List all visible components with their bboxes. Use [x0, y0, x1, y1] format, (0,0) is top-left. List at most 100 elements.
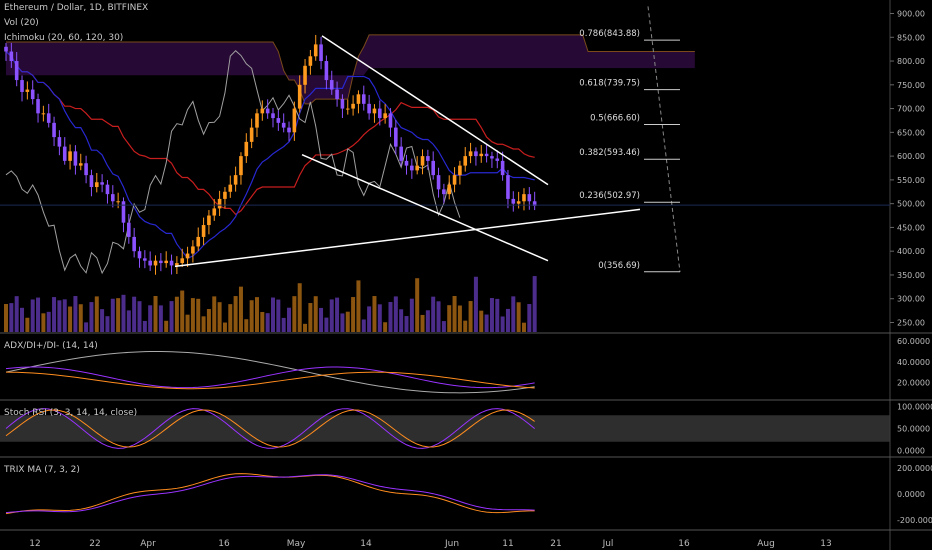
volume-bar [94, 296, 99, 332]
candle-body [121, 201, 126, 223]
fib-level-label: 0.236(502.97) [579, 191, 640, 201]
candle-body [4, 46, 8, 52]
x-tick-label: 16 [678, 539, 690, 549]
volume-bar [271, 297, 275, 332]
candle-body [415, 165, 419, 171]
price-tick-label: 300.00 [897, 295, 925, 304]
trendline-upper [321, 35, 549, 186]
adx-tick-label: 20.0000 [897, 379, 930, 388]
x-tick-label: 16 [218, 539, 230, 549]
candle-body [361, 94, 366, 104]
volume-bar [100, 309, 105, 332]
volume-bar [201, 316, 206, 332]
candle-body [207, 215, 211, 226]
volume-bar [4, 304, 8, 332]
volume-bar [62, 299, 67, 332]
candle-body [351, 103, 355, 109]
fib-level-label: 0.5(666.60) [590, 113, 640, 123]
x-tick-label: 21 [550, 539, 561, 549]
volume-bar [78, 304, 83, 332]
candle-body [511, 198, 516, 204]
candle-body [20, 80, 24, 92]
candle-body [52, 122, 56, 138]
volume-bar [132, 296, 137, 332]
candle-body [287, 127, 291, 133]
volume-bar [222, 322, 227, 332]
volume-label: Vol (20) [4, 18, 39, 28]
volume-bar [399, 309, 404, 332]
fib-level-label: 0.786(843.88) [579, 29, 640, 39]
volume-bar [468, 301, 473, 332]
volume-bar [25, 317, 30, 332]
candle-body [297, 84, 302, 109]
candle-body [500, 160, 505, 176]
volume-bar [532, 276, 537, 332]
di-plus-line [5, 366, 535, 389]
candle-body [14, 61, 19, 81]
volume-bar [473, 276, 478, 332]
volume-bar [217, 302, 222, 332]
volume-bar [463, 320, 468, 332]
candle-body [410, 165, 414, 171]
volume-bar [441, 321, 446, 332]
candle-body [180, 258, 185, 264]
di-minus-line [5, 371, 535, 390]
x-tick-label: Apr [140, 539, 156, 549]
volume-bar [126, 310, 131, 332]
adx-line [5, 351, 535, 394]
candle-body [196, 236, 201, 247]
candle-body [41, 113, 46, 115]
x-tick-label: 12 [29, 539, 40, 549]
trix-tick-label: 200.0000 [897, 464, 932, 473]
volume-bar [137, 301, 142, 332]
volume-bar [164, 320, 169, 332]
volume-bar [319, 307, 324, 332]
candle-body [372, 108, 377, 114]
volume-bar [356, 280, 361, 332]
volume-bar [479, 310, 484, 332]
candle-body [105, 184, 110, 195]
price-tick-label: 400.00 [897, 247, 925, 256]
volume-bar [287, 307, 292, 332]
candle-body [143, 258, 147, 261]
candle-body [345, 108, 350, 110]
volume-bar [516, 302, 521, 332]
volume-bar [457, 305, 462, 332]
price-tick-label: 600.00 [897, 152, 925, 161]
volume-bar [335, 297, 340, 332]
stoch-rsi-band [0, 415, 890, 442]
x-tick-label: May [287, 539, 306, 549]
candle-body [463, 156, 468, 166]
volume-bar [190, 298, 195, 332]
candle-body [426, 156, 430, 161]
stoch-k-line [5, 408, 535, 449]
volume-bar [84, 322, 89, 332]
volume-bar [292, 296, 297, 332]
candle-body [57, 137, 62, 147]
price-tick-label: 500.00 [897, 200, 925, 209]
volume-bar [276, 299, 281, 332]
candle-body [532, 201, 537, 207]
volume-bar [158, 305, 163, 332]
volume-bar [148, 305, 153, 332]
candle-body [62, 146, 67, 161]
candle-body [329, 80, 334, 90]
candle-body [78, 163, 83, 166]
candle-body [25, 89, 30, 92]
trix-line [5, 473, 535, 515]
volume-bar [383, 322, 388, 332]
chart-title: Ethereum / Dollar, 1D, BITFINEX [4, 3, 149, 13]
candle-body [255, 113, 259, 128]
trix-tick-label: -200.0000 [897, 516, 932, 525]
candle-body [458, 165, 462, 176]
volume-bar [254, 297, 259, 332]
volume-bar [14, 296, 19, 332]
candle-body [148, 260, 152, 266]
price-tick-label: 700.00 [897, 105, 925, 114]
volume-bar [420, 314, 425, 332]
candle-body [249, 127, 254, 142]
price-tick-label: 650.00 [897, 128, 925, 137]
volume-bar [484, 314, 489, 332]
volume-bar [452, 296, 457, 332]
